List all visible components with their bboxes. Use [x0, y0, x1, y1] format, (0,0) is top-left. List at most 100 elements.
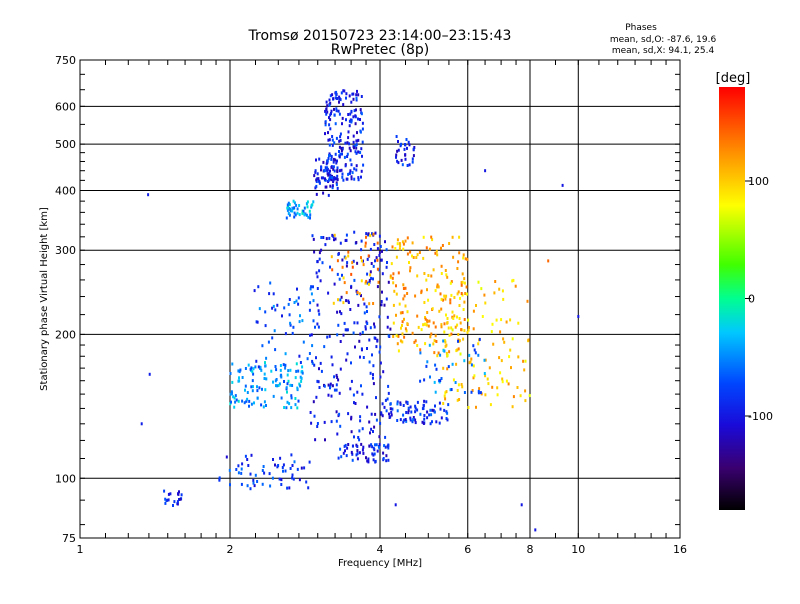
data-point: [342, 103, 345, 107]
data-point: [396, 342, 399, 346]
data-point: [350, 285, 353, 289]
data-point: [466, 330, 469, 334]
data-point: [333, 107, 335, 111]
data-point: [317, 309, 320, 313]
data-point: [411, 241, 414, 245]
data-point: [353, 278, 356, 282]
data-point: [457, 339, 459, 343]
data-point: [439, 407, 442, 411]
data-point: [366, 347, 368, 350]
data-point: [379, 421, 382, 425]
data-point: [360, 442, 363, 446]
data-point: [429, 375, 431, 379]
data-point: [331, 384, 334, 388]
data-point: [282, 469, 284, 473]
data-point: [448, 333, 451, 337]
data-point: [406, 322, 409, 326]
data-point: [360, 259, 363, 263]
data-point: [436, 354, 439, 358]
data-point: [313, 174, 316, 178]
data-point: [445, 343, 448, 347]
data-point: [446, 418, 449, 422]
data-point: [399, 311, 402, 315]
data-point: [404, 143, 406, 146]
data-point: [347, 299, 350, 303]
data-point: [350, 175, 353, 179]
data-point: [288, 313, 291, 317]
data-point: [370, 262, 373, 265]
data-point: [392, 321, 395, 325]
data-point: [295, 369, 298, 373]
data-point: [378, 315, 381, 319]
data-point: [425, 246, 428, 250]
data-point: [328, 116, 330, 120]
data-point: [361, 330, 364, 334]
data-point: [309, 287, 312, 291]
data-point: [352, 97, 355, 101]
data-point: [389, 276, 392, 280]
data-point: [404, 153, 407, 157]
data-point: [492, 342, 495, 346]
data-point: [511, 279, 514, 283]
data-point: [429, 422, 432, 426]
data-point: [460, 283, 463, 287]
data-point: [507, 382, 510, 386]
data-point: [308, 460, 311, 464]
colorbar-tick-label: 100: [748, 175, 769, 188]
data-point: [375, 396, 377, 400]
data-point: [528, 394, 531, 398]
data-point: [286, 382, 289, 386]
data-point: [438, 309, 441, 313]
data-point: [423, 414, 426, 417]
data-point: [397, 349, 400, 353]
data-point: [467, 318, 470, 322]
data-point: [364, 325, 367, 329]
data-point: [443, 322, 446, 326]
data-point: [338, 155, 341, 159]
data-point: [442, 402, 445, 405]
data-point: [328, 103, 331, 107]
data-point: [359, 332, 362, 336]
data-point: [404, 304, 407, 308]
data-point: [288, 298, 291, 301]
data-point: [440, 246, 442, 250]
data-point: [327, 291, 330, 295]
data-point: [349, 149, 352, 153]
data-point: [309, 213, 312, 217]
data-point: [396, 159, 399, 163]
data-point: [343, 89, 346, 93]
data-point: [345, 92, 348, 96]
data-point: [336, 333, 339, 337]
data-point: [360, 279, 363, 283]
data-point: [331, 186, 334, 190]
data-point: [502, 337, 505, 341]
data-point: [445, 313, 447, 317]
data-point: [433, 339, 436, 343]
data-point: [477, 280, 480, 284]
data-point: [373, 322, 375, 326]
data-point: [414, 294, 417, 298]
data-point: [434, 289, 437, 293]
data-point: [310, 204, 313, 207]
data-point: [331, 138, 334, 142]
data-point: [420, 328, 423, 332]
data-point: [280, 375, 283, 379]
data-point: [356, 390, 359, 394]
data-point: [430, 235, 433, 239]
data-point: [381, 414, 384, 418]
data-point: [374, 231, 377, 235]
data-point: [357, 93, 360, 97]
data-point: [311, 359, 314, 363]
data-point: [303, 466, 306, 470]
data-point: [349, 387, 352, 391]
data-point: [384, 435, 387, 439]
data-point: [273, 329, 276, 333]
data-point: [439, 292, 442, 296]
colorbar-tick-label: -100: [748, 410, 773, 423]
data-point: [379, 345, 382, 349]
data-point: [408, 261, 410, 264]
data-point: [313, 414, 316, 418]
data-point: [452, 255, 455, 259]
data-point: [398, 247, 401, 251]
